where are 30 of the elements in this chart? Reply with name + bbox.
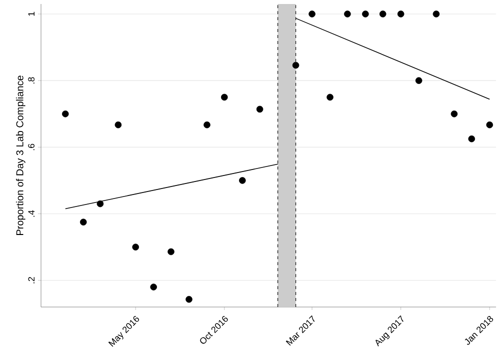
point bbox=[362, 10, 369, 18]
y-tick-label: .4 bbox=[28, 210, 34, 217]
point bbox=[344, 10, 351, 18]
point bbox=[114, 121, 122, 128]
point bbox=[168, 248, 174, 256]
point bbox=[239, 177, 246, 184]
y-tick-label: .6 bbox=[28, 144, 34, 150]
point bbox=[432, 10, 440, 18]
point bbox=[292, 62, 300, 69]
y-axis-title: Proportion of Day 3 Lab Compliance bbox=[16, 76, 26, 235]
point bbox=[415, 77, 422, 84]
point bbox=[186, 296, 192, 303]
point bbox=[204, 121, 210, 128]
point bbox=[256, 106, 264, 113]
point bbox=[486, 121, 494, 128]
point bbox=[96, 200, 104, 208]
point bbox=[308, 10, 316, 18]
point bbox=[450, 110, 458, 118]
point bbox=[379, 10, 386, 18]
point bbox=[132, 244, 139, 250]
point bbox=[150, 284, 157, 290]
y-tick-label: 1 bbox=[28, 12, 34, 16]
y-tick-label: .2 bbox=[28, 277, 34, 284]
point bbox=[468, 135, 476, 142]
point bbox=[221, 94, 228, 101]
point bbox=[397, 10, 404, 18]
point bbox=[62, 110, 69, 118]
y-tick-label: .8 bbox=[28, 77, 34, 84]
point bbox=[80, 218, 87, 226]
point bbox=[326, 94, 334, 101]
